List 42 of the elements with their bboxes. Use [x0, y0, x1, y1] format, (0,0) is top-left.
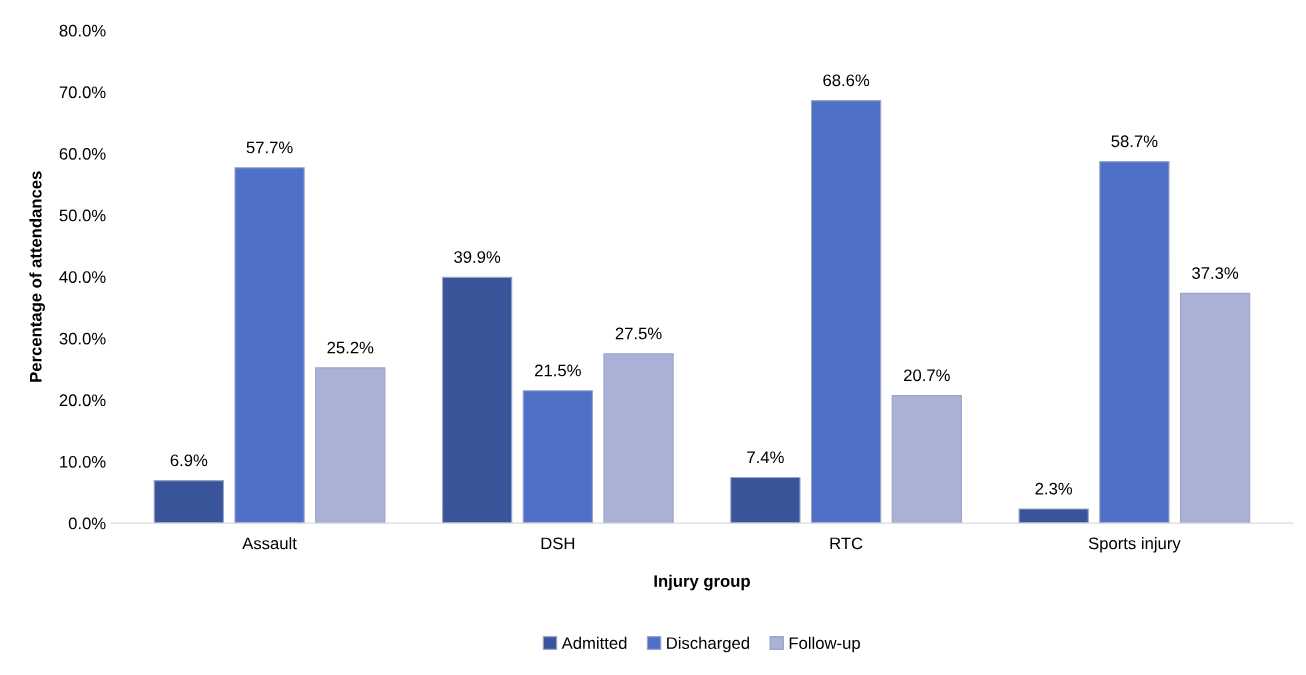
bar	[1179, 292, 1251, 524]
y-axis-title: Percentage of attendances	[29, 171, 45, 382]
bar	[441, 276, 513, 524]
bar	[522, 390, 593, 524]
y-tick-label: 30.0%	[59, 332, 106, 345]
y-tick-label: 70.0%	[59, 86, 106, 99]
bar	[810, 100, 882, 524]
bar	[315, 367, 386, 524]
y-tick-label: 40.0%	[59, 271, 106, 283]
data-label: 39.9%	[454, 251, 501, 263]
x-tick-label: Sports injury	[1088, 537, 1181, 553]
bar	[730, 476, 801, 524]
x-axis-title: Injury group	[654, 574, 750, 591]
data-label: 27.5%	[615, 327, 662, 340]
bar	[603, 353, 674, 524]
bar	[891, 395, 962, 524]
data-label: 25.2%	[327, 341, 374, 354]
data-label: 6.9%	[170, 454, 208, 467]
y-tick-label: 0.0%	[68, 517, 106, 530]
bar	[234, 167, 305, 524]
bar	[153, 480, 224, 524]
y-tick-label: 10.0%	[60, 455, 106, 468]
data-label: 37.3%	[1192, 267, 1239, 279]
data-label: 57.7%	[246, 141, 293, 154]
y-tick-label: 20.0%	[59, 394, 106, 407]
bar	[1099, 161, 1170, 524]
data-label: 68.6%	[823, 74, 870, 87]
x-tick-label: RTC	[830, 537, 863, 550]
x-tick-label: Assault	[242, 537, 297, 550]
data-label: 2.3%	[1035, 482, 1073, 495]
x-tick-label: DSH	[541, 537, 575, 550]
y-tick-label: 80.0%	[59, 24, 106, 37]
data-label: 58.7%	[1111, 135, 1158, 148]
data-label: 20.7%	[904, 369, 950, 382]
legend-label: Discharged	[667, 636, 749, 653]
y-tick-label: 60.0%	[59, 147, 106, 160]
data-label: 7.4%	[747, 451, 784, 464]
legend-label: Admitted	[561, 636, 627, 650]
y-tick-label: 50.0%	[59, 209, 106, 222]
bar	[1018, 508, 1089, 524]
legend-label: Follow-up	[789, 636, 860, 653]
data-label: 21.5%	[535, 364, 581, 377]
